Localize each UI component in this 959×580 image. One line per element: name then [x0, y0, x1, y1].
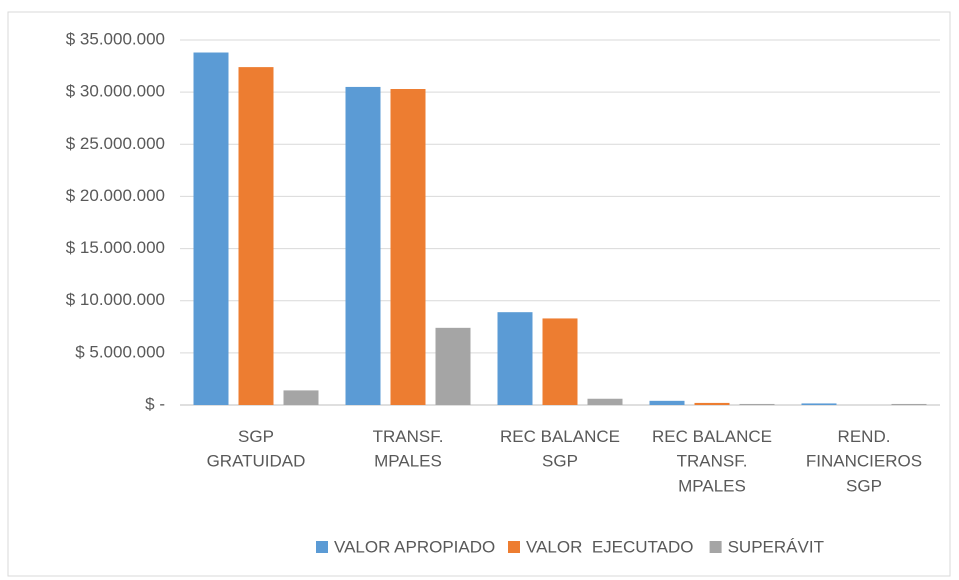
bar [891, 403, 927, 405]
bar [739, 403, 775, 405]
legend-swatch [709, 541, 722, 553]
x-tick-label: TRANSF. MPALES [373, 427, 444, 471]
legend-label: VALOR EJECUTADO [526, 537, 694, 556]
x-tick-label: REC BALANCE SGP [500, 427, 620, 471]
bar [542, 318, 578, 405]
bar [435, 327, 471, 405]
chart-frame [7, 11, 951, 577]
y-tick-label: $ 10.000.000 [66, 290, 165, 309]
y-tick-label: $ 25.000.000 [66, 134, 165, 153]
y-tick-label: $ 15.000.000 [66, 238, 165, 257]
legend-label: SUPERÁVIT [728, 537, 824, 556]
y-tick-label: $ 5.000.000 [75, 342, 165, 361]
bar [390, 89, 426, 405]
bar [345, 86, 381, 405]
bar [694, 402, 730, 405]
bar [649, 400, 685, 405]
y-tick-label: $ - [145, 394, 165, 413]
x-tick-label: SGP GRATUIDAD [207, 427, 306, 471]
bar [283, 390, 319, 405]
x-tick-label: REND. FINANCIEROS SGP [806, 427, 922, 495]
bar [238, 67, 274, 405]
y-tick-label: $ 30.000.000 [66, 82, 165, 101]
bar [587, 398, 623, 405]
bar [193, 52, 229, 406]
legend-swatch [316, 541, 328, 553]
y-tick-label: $ 35.000.000 [66, 29, 165, 48]
bar [497, 312, 533, 405]
y-tick-label: $ 20.000.000 [66, 186, 165, 205]
legend-label: VALOR APROPIADO [334, 537, 495, 556]
legend-swatch [508, 541, 520, 553]
bar [801, 403, 837, 405]
x-tick-label: REC BALANCE TRANSF. MPALES [652, 427, 772, 495]
